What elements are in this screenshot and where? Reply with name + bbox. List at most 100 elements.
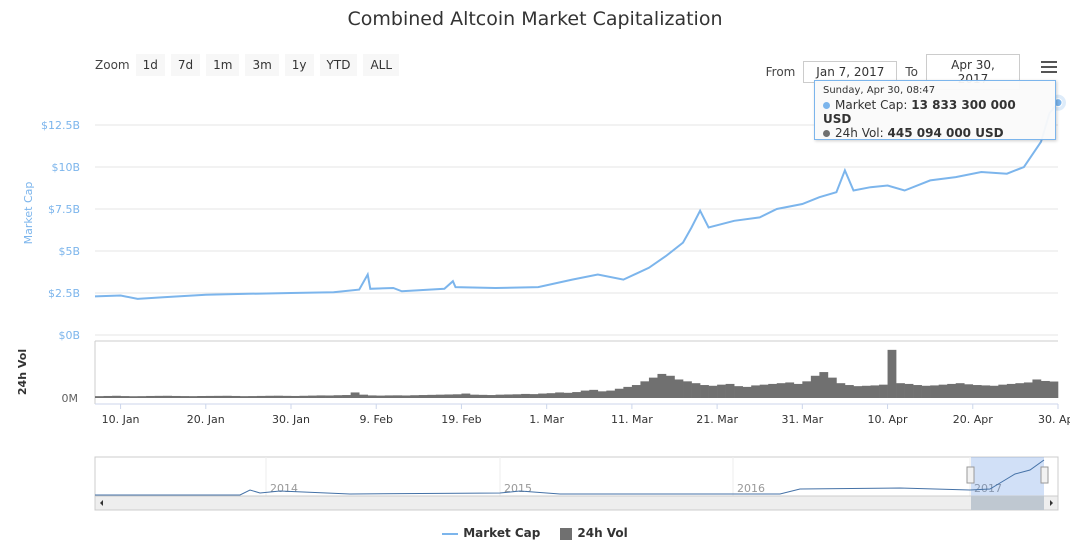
volume-bar [435, 394, 445, 398]
hamburger-icon[interactable] [1041, 58, 1057, 76]
volume-bar [844, 385, 854, 398]
volume-bar [163, 395, 172, 398]
x-tick-label: 30. Apr [1038, 413, 1070, 426]
volume-bar [904, 383, 914, 398]
x-tick-label: 20. Jan [187, 413, 225, 426]
volume-bar [452, 394, 462, 398]
tooltip-cap-value: 13 833 300 000 USD [823, 98, 1016, 126]
volume-bar [819, 372, 829, 398]
to-label: To [905, 65, 918, 79]
volume-bar [998, 384, 1008, 398]
volume-bar [180, 396, 190, 398]
volume-bar [589, 389, 599, 398]
legend-market-cap-label: Market Cap [463, 526, 541, 540]
navigator [94, 456, 1059, 497]
volume-bar [700, 385, 709, 398]
volume-bar [896, 383, 905, 398]
volume-bar [665, 375, 675, 398]
scroll-left-arrow-icon [100, 500, 103, 506]
zoom-ytd-button[interactable]: YTD [319, 54, 358, 76]
volume-bar [657, 373, 667, 398]
volume-bar [989, 385, 999, 398]
volume-bar [776, 383, 786, 398]
zoom-1y-button[interactable]: 1y [284, 54, 314, 76]
volume-bar [469, 394, 479, 398]
navigator-year-label: 2014 [270, 482, 298, 495]
volume-bar [239, 396, 249, 398]
tooltip-vol-value: 445 094 000 USD [887, 126, 1004, 140]
volume-bar [1015, 383, 1025, 398]
volume-bar [597, 391, 607, 398]
volume-bar [384, 395, 394, 398]
volume-bar [938, 384, 948, 398]
y-tick-label: $12.5B [41, 119, 80, 132]
volume-bar [1032, 379, 1042, 398]
x-tick-label: 31. Mar [781, 413, 823, 426]
volume-bar [742, 386, 752, 398]
volume-bar [299, 395, 309, 398]
chart-title: Combined Altcoin Market Capitalization [347, 8, 723, 30]
zoom-1d-button[interactable]: 1d [135, 54, 165, 76]
volume-bar [623, 386, 633, 398]
volume-bar [1040, 380, 1050, 398]
volume-bar [810, 375, 820, 398]
y-tick-label: $0B [58, 329, 80, 342]
volume-bar [614, 388, 624, 398]
x-tick-label: 1. Mar [529, 413, 564, 426]
navigator-left-handle [966, 466, 975, 484]
x-tick-label: 10. Jan [102, 413, 140, 426]
volume-bar [282, 395, 292, 398]
volume-bar [171, 395, 181, 398]
navigator-selected-range [971, 457, 1044, 496]
x-tick-label: 10. Apr [868, 413, 908, 426]
volume-bar [921, 385, 931, 398]
y-tick-label: $2.5B [48, 287, 80, 300]
volume-bar [793, 383, 803, 398]
volume-bar [418, 395, 428, 398]
volume-bar [137, 396, 147, 398]
legend-market-cap[interactable]: Market Cap [442, 526, 540, 540]
volume-bar [521, 393, 530, 398]
volume-bar [606, 390, 616, 398]
vol-axis-title: 24h Vol [16, 349, 29, 395]
volume-bar [836, 383, 846, 398]
zoom-selector: Zoom 1d 7d 1m 3m 1y YTD ALL [95, 54, 400, 76]
volume-bar [367, 395, 377, 398]
volume-bar [256, 395, 266, 398]
volume-bar [1006, 383, 1016, 398]
legend: Market Cap 24h Vol [0, 526, 1070, 540]
volume-bar [734, 386, 743, 398]
market-cap-dot-icon [823, 102, 830, 109]
volume-bar [316, 395, 326, 398]
zoom-7d-button[interactable]: 7d [170, 54, 201, 76]
volume-bar [205, 395, 215, 398]
zoom-all-button[interactable]: ALL [363, 54, 400, 76]
volume-bar [427, 394, 437, 398]
volume-bar [964, 384, 974, 398]
x-tick-label: 19. Feb [441, 413, 481, 426]
volume-bar [214, 395, 224, 398]
tooltip-cap-label: Market Cap: [835, 98, 908, 112]
volume-bar [95, 396, 104, 398]
volume-bar [853, 386, 863, 398]
zoom-3m-button[interactable]: 3m [245, 54, 279, 76]
volume-bar [785, 382, 795, 398]
volume-bar [129, 396, 138, 398]
legend-24h-vol[interactable]: 24h Vol [560, 526, 628, 540]
volume-bar [273, 395, 283, 398]
volume-bar [461, 393, 471, 398]
zoom-1m-button[interactable]: 1m [206, 54, 240, 76]
volume-bar [333, 395, 343, 398]
volume-bar [410, 395, 420, 398]
navigator-year-label: 2015 [504, 482, 532, 495]
tooltip-date: Sunday, Apr 30, 08:47 [823, 85, 936, 96]
volume-bar [359, 394, 369, 398]
volume-bar [751, 385, 761, 398]
vol-tick-label: 0M [62, 392, 79, 405]
volume-bar [393, 395, 403, 398]
x-tick-label: 20. Apr [953, 413, 993, 426]
x-tick-label: 30. Jan [272, 413, 310, 426]
volume-bar [231, 395, 241, 398]
volume-bar [759, 384, 769, 398]
